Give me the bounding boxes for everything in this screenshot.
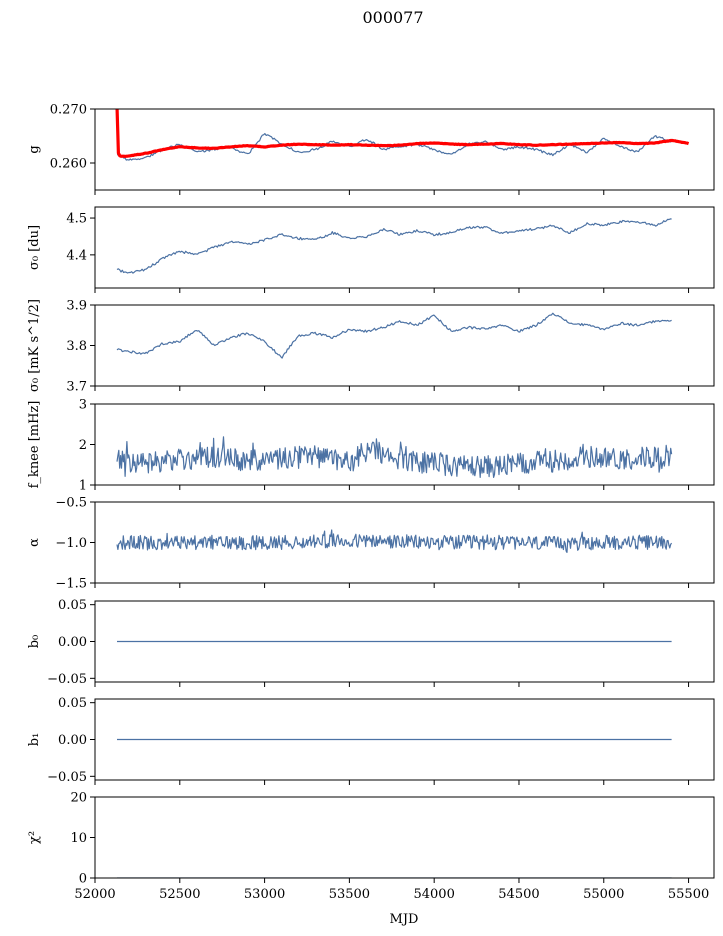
panels: 0.260 0.270 g 4.4 4.5 σ₀ [du] 3.7 3.8 3.9 σ₀ [mK … xyxy=(27,103,715,902)
x-tick-label: 54500 xyxy=(498,887,539,902)
y-tick-label: −0.05 xyxy=(47,770,87,785)
series-group xyxy=(116,529,673,553)
figure-title: 000077 xyxy=(362,8,423,27)
axes-frame xyxy=(94,304,715,387)
panel-3: 3.7 3.8 3.9 σ₀ [mK s^1/2] xyxy=(27,299,715,395)
x-tick-label: 53000 xyxy=(244,887,285,902)
y-tick-label: 20 xyxy=(70,791,87,806)
panel-2: 4.4 4.5 σ₀ [du] xyxy=(27,206,715,293)
y-tick-label: 1 xyxy=(79,479,87,494)
y-tick-label: 0.00 xyxy=(58,733,87,748)
series-line-2 xyxy=(115,109,690,158)
y-tick-label: 2 xyxy=(79,438,87,453)
y-axis-label: g xyxy=(27,145,42,153)
y-tick-label: −1.0 xyxy=(55,536,87,551)
y-tick-label: 0.05 xyxy=(58,598,87,613)
y-tick-label: −1.5 xyxy=(55,577,87,592)
x-tick-label: 52500 xyxy=(159,887,200,902)
x-tick-label: 55500 xyxy=(668,887,709,902)
axes-frame xyxy=(94,108,715,191)
y-axis-label: σ₀ [mK s^1/2] xyxy=(27,299,42,392)
y-tick-label: −0.05 xyxy=(47,672,87,687)
axes-frame xyxy=(94,796,715,879)
y-tick-label: 0.260 xyxy=(50,157,87,172)
y-axis-label: f_knee [mHz] xyxy=(27,401,42,489)
x-tick-label: 54000 xyxy=(413,887,454,902)
y-tick-label: 3.7 xyxy=(66,380,87,395)
y-tick-label: 4.5 xyxy=(66,212,87,227)
y-axis-label: χ² xyxy=(27,831,42,844)
y-axis-label: b₀ xyxy=(27,635,42,649)
y-tick-label: 4.4 xyxy=(66,248,87,263)
series-group xyxy=(116,312,672,359)
panel-6: −0.05 0.00 0.05 b₀ xyxy=(27,598,715,687)
y-tick-label: −0.5 xyxy=(55,496,87,511)
y-tick-label: 3.8 xyxy=(66,339,87,354)
series-group xyxy=(115,109,690,161)
series-line-1 xyxy=(116,218,672,274)
x-tick-label: 52000 xyxy=(74,887,115,902)
series-line-1 xyxy=(116,312,672,359)
panel-4: 1 2 3 f_knee [mHz] xyxy=(27,398,715,494)
y-tick-label: 0.05 xyxy=(58,696,87,711)
y-tick-label: 3.9 xyxy=(66,299,87,314)
axes-frame xyxy=(94,206,715,289)
panel-7: −0.05 0.00 0.05 b₁ xyxy=(27,696,715,785)
y-tick-label: 0 xyxy=(79,872,87,887)
y-axis-label: σ₀ [du] xyxy=(27,225,42,270)
series-group xyxy=(116,218,672,274)
series-group xyxy=(116,436,673,478)
y-tick-label: 10 xyxy=(70,831,87,846)
panel-1: 0.260 0.270 g xyxy=(27,103,715,195)
x-axis-label: MJD xyxy=(390,912,419,927)
axes-frame xyxy=(94,403,715,486)
x-tick-label: 53500 xyxy=(329,887,370,902)
y-tick-label: 0.00 xyxy=(58,635,87,650)
x-tick-label: 55000 xyxy=(583,887,624,902)
panel-8: 0 10 20 52000 52500 53000 53500 54000 54500 55000… xyxy=(27,791,715,902)
series-line-1 xyxy=(116,436,673,478)
y-axis-label: b₁ xyxy=(27,733,42,747)
series-line-1 xyxy=(116,529,673,553)
panel-5: −1.5 −1.0 −0.5 α xyxy=(27,496,715,592)
y-axis-label: α xyxy=(27,538,42,547)
y-tick-label: 3 xyxy=(79,398,87,413)
y-tick-label: 0.270 xyxy=(50,103,87,118)
